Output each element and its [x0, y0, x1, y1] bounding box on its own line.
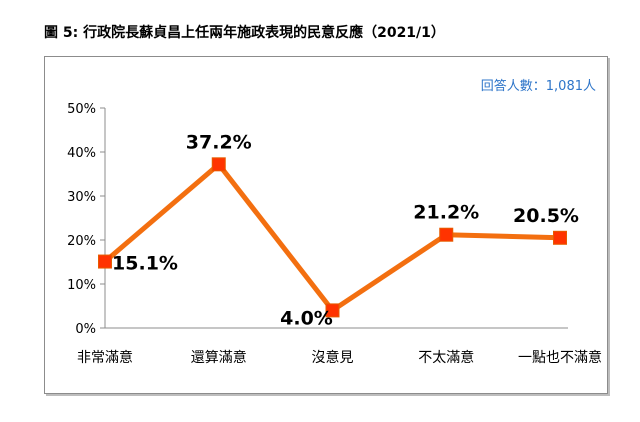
data-point: [439, 227, 454, 242]
x-tick-label: 非常滿意: [77, 349, 133, 366]
data-point: [553, 230, 567, 245]
y-tick-label: 30%: [67, 190, 96, 205]
data-label: 4.0%: [280, 307, 333, 329]
y-tick-label: 0%: [75, 322, 96, 337]
data-point: [325, 303, 340, 318]
y-tick-label: 20%: [67, 234, 96, 249]
x-tick-label: 沒意見: [312, 349, 354, 366]
y-tick-label: 40%: [67, 146, 96, 161]
x-tick-label: 還算滿意: [191, 349, 247, 366]
respondent-count-note: 回答人數：1,081人: [480, 79, 596, 94]
data-point: [98, 254, 112, 269]
y-tick-label: 50%: [67, 102, 96, 117]
x-tick-label: 不太滿意: [418, 349, 474, 366]
chart-axes: 0% 10% 20% 30% 40% 50% 非常滿意 還算滿意 沒意見 不太滿意 一點也不滿意: [67, 102, 602, 366]
x-tick-label: 一點也不滿意: [518, 349, 602, 366]
chart-frame: [44, 56, 608, 394]
data-label: 20.5%: [513, 205, 579, 227]
series-line: [103, 160, 561, 314]
data-label: 21.2%: [413, 202, 479, 224]
data-label: 37.2%: [186, 131, 252, 153]
figure-title: 圖 5: 行政院長蘇貞昌上任兩年施政表現的民意反應（2021/1）: [44, 25, 445, 41]
data-point: [211, 157, 226, 172]
data-label: 15.1%: [112, 253, 178, 275]
y-tick-label: 10%: [67, 278, 96, 293]
chart-series: [98, 157, 567, 318]
chart-labels: 15.1% 37.2% 4.0% 21.2% 20.5%: [112, 131, 579, 329]
